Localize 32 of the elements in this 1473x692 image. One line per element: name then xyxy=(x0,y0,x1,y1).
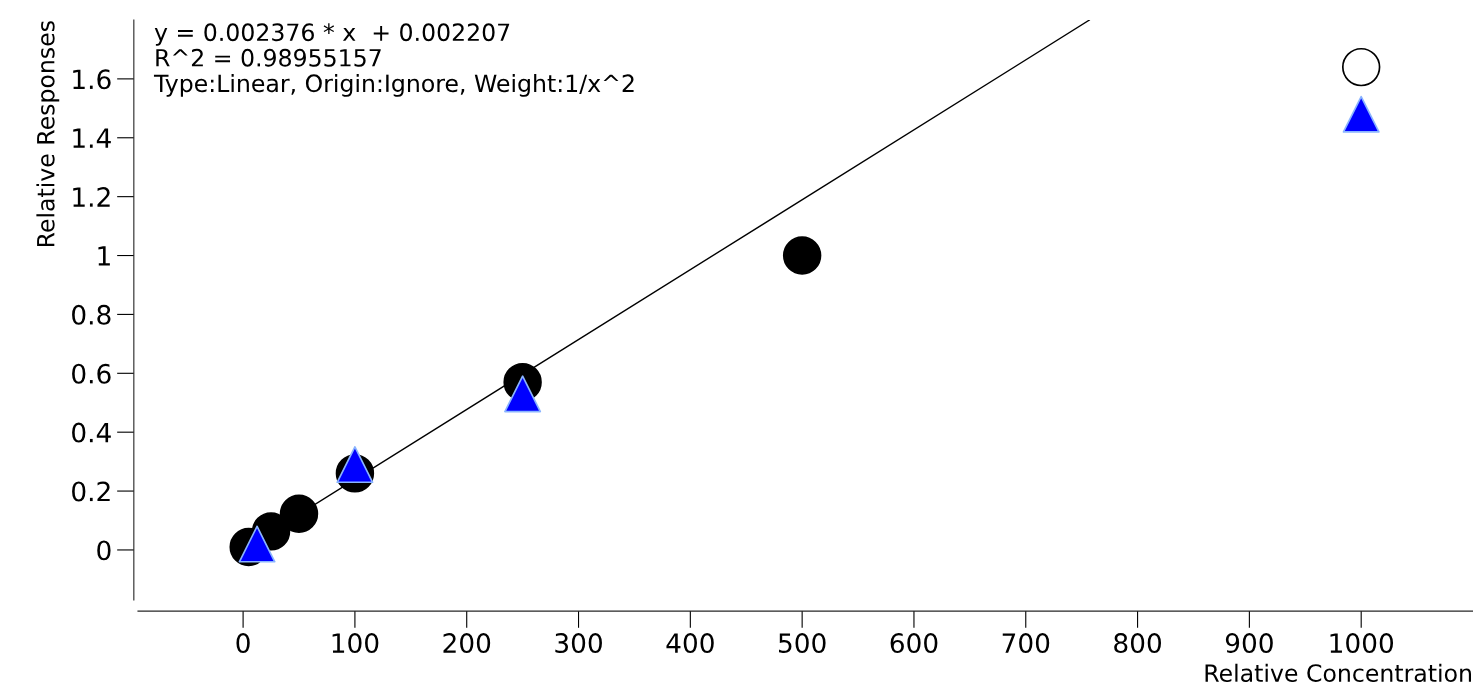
point xyxy=(238,525,276,563)
point xyxy=(504,375,542,413)
x-tick-label: 800 xyxy=(1114,633,1161,654)
x-tick-label: 300 xyxy=(555,633,602,654)
x-tick-label: 400 xyxy=(666,633,714,654)
x-tick-label: 0 xyxy=(236,633,250,654)
y-axis-title: Relative Responses xyxy=(36,21,60,247)
y-tick-label: 0.8 xyxy=(72,304,111,325)
annotation: Type:Linear, Origin:Ignore, Weight:1/x^2 xyxy=(153,73,634,97)
point xyxy=(782,236,822,275)
y-tick-label: 0.4 xyxy=(72,422,111,443)
y-tick-label: 1.6 xyxy=(73,69,111,90)
x-tick-label: 600 xyxy=(890,633,938,654)
y-tick-label: 1.2 xyxy=(73,187,110,207)
point xyxy=(1341,47,1381,87)
annotation: R^2 = 0.98955157 xyxy=(156,48,381,67)
x-tick-label: 100 xyxy=(332,633,379,654)
y-tick-label: 0.2 xyxy=(72,481,110,502)
x-tick-label: 500 xyxy=(779,633,826,654)
point xyxy=(336,446,374,484)
x-tick-label: 200 xyxy=(443,633,491,654)
y-tick-label: 0.6 xyxy=(72,363,111,384)
y-tick-label: 1.4 xyxy=(73,128,111,148)
x-axis-title: Relative Concentration xyxy=(1205,663,1471,683)
annotation: y = 0.002376 * x + 0.002207 xyxy=(154,23,510,46)
y-tick-label: 0 xyxy=(97,540,111,561)
x-tick-label: 900 xyxy=(1225,633,1273,654)
point xyxy=(279,494,319,533)
y-tick-label: 1 xyxy=(98,246,110,266)
x-tick-label: 1000 xyxy=(1330,633,1394,654)
x-tick-label: 700 xyxy=(1002,633,1050,654)
point xyxy=(1342,95,1380,133)
